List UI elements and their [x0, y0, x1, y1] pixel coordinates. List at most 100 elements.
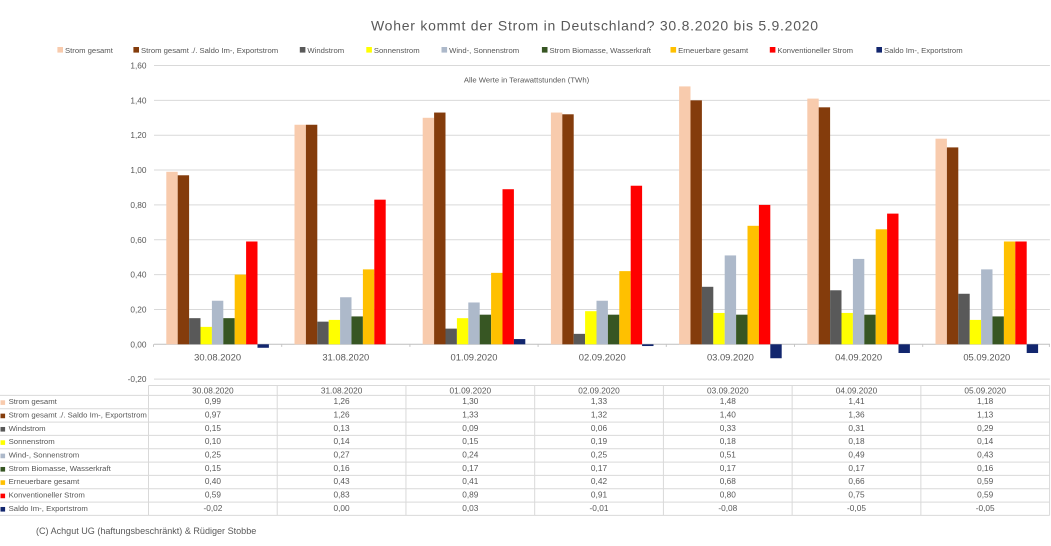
svg-text:Woher kommt der Strom in Deuts: Woher kommt der Strom in Deutschland? 30… — [371, 18, 819, 34]
svg-text:0,60: 0,60 — [130, 235, 147, 245]
svg-text:0,15: 0,15 — [205, 463, 222, 473]
svg-text:0,29: 0,29 — [977, 423, 994, 433]
svg-text:0,43: 0,43 — [334, 476, 351, 486]
svg-text:0,31: 0,31 — [848, 423, 865, 433]
svg-text:Windstrom: Windstrom — [9, 424, 46, 433]
svg-text:Strom gesamt: Strom gesamt — [65, 46, 114, 55]
svg-text:0,18: 0,18 — [848, 436, 865, 446]
svg-text:0,33: 0,33 — [720, 423, 737, 433]
svg-text:Strom Biomasse, Wasserkraft: Strom Biomasse, Wasserkraft — [9, 464, 112, 473]
svg-text:03.09.2020: 03.09.2020 — [707, 351, 754, 362]
svg-text:1,40: 1,40 — [720, 410, 737, 420]
svg-text:Strom Biomasse, Wasserkraft: Strom Biomasse, Wasserkraft — [550, 46, 652, 55]
svg-text:Erneuerbare gesamt: Erneuerbare gesamt — [9, 477, 80, 486]
svg-text:0,51: 0,51 — [720, 450, 737, 460]
svg-text:1,30: 1,30 — [462, 396, 479, 406]
svg-text:31.08.2020: 31.08.2020 — [322, 351, 369, 362]
svg-text:30.08.2020: 30.08.2020 — [194, 351, 241, 362]
svg-text:0,19: 0,19 — [591, 436, 608, 446]
svg-text:1,26: 1,26 — [334, 396, 351, 406]
svg-text:0,75: 0,75 — [848, 490, 865, 500]
svg-text:0,43: 0,43 — [977, 450, 994, 460]
svg-text:0,14: 0,14 — [977, 436, 994, 446]
svg-text:1,41: 1,41 — [848, 396, 865, 406]
svg-text:1,20: 1,20 — [130, 130, 147, 140]
svg-text:0,18: 0,18 — [720, 436, 737, 446]
svg-text:-0,02: -0,02 — [203, 503, 222, 513]
svg-text:Wind-, Sonnenstrom: Wind-, Sonnenstrom — [9, 451, 80, 460]
svg-text:0,17: 0,17 — [720, 463, 737, 473]
svg-text:1,60: 1,60 — [130, 61, 147, 71]
svg-text:0,06: 0,06 — [591, 423, 608, 433]
svg-text:30.08.2020: 30.08.2020 — [192, 386, 234, 396]
svg-text:Strom gesamt ./. Saldo Im-, Ex: Strom gesamt ./. Saldo Im-, Exportstrom — [9, 411, 147, 420]
svg-text:1,13: 1,13 — [977, 410, 994, 420]
svg-text:1,48: 1,48 — [720, 396, 737, 406]
svg-text:0,66: 0,66 — [848, 476, 865, 486]
svg-text:0,83: 0,83 — [334, 490, 351, 500]
svg-text:05.09.2020: 05.09.2020 — [963, 351, 1010, 362]
svg-text:1,26: 1,26 — [334, 410, 351, 420]
svg-text:Alle Werte in Terawattstunden: Alle Werte in Terawattstunden (TWh) — [464, 75, 590, 84]
svg-text:Saldo Im-, Exportstrom: Saldo Im-, Exportstrom — [884, 46, 963, 55]
svg-text:Strom gesamt: Strom gesamt — [9, 397, 58, 406]
svg-text:04.09.2020: 04.09.2020 — [835, 351, 882, 362]
svg-text:03.09.2020: 03.09.2020 — [707, 386, 749, 396]
svg-text:01.09.2020: 01.09.2020 — [451, 351, 498, 362]
svg-text:1,33: 1,33 — [591, 396, 608, 406]
svg-text:(C) Achgut UG (haftungsbeschrä: (C) Achgut UG (haftungsbeschränkt) & Rüd… — [36, 526, 256, 536]
svg-text:05.09.2020: 05.09.2020 — [964, 386, 1006, 396]
svg-text:0,80: 0,80 — [130, 200, 147, 210]
svg-text:0,17: 0,17 — [848, 463, 865, 473]
svg-text:1,00: 1,00 — [130, 165, 147, 175]
svg-text:0,49: 0,49 — [848, 450, 865, 460]
svg-text:02.09.2020: 02.09.2020 — [579, 351, 626, 362]
svg-text:0,17: 0,17 — [591, 463, 608, 473]
svg-text:Konventioneller Strom: Konventioneller Strom — [777, 46, 853, 55]
svg-text:Strom gesamt ./. Saldo Im-, Ex: Strom gesamt ./. Saldo Im-, Exportstrom — [141, 46, 278, 55]
svg-text:-0,01: -0,01 — [590, 503, 609, 513]
svg-text:-0,08: -0,08 — [718, 503, 737, 513]
svg-text:Wind-, Sonnenstrom: Wind-, Sonnenstrom — [449, 46, 519, 55]
svg-text:0,16: 0,16 — [977, 463, 994, 473]
svg-text:0,40: 0,40 — [205, 476, 222, 486]
svg-text:0,99: 0,99 — [205, 396, 222, 406]
svg-text:0,00: 0,00 — [334, 503, 351, 513]
svg-text:04.09.2020: 04.09.2020 — [836, 386, 878, 396]
svg-text:0,25: 0,25 — [205, 450, 222, 460]
svg-text:0,10: 0,10 — [205, 436, 222, 446]
svg-text:0,42: 0,42 — [591, 476, 608, 486]
svg-text:-0,05: -0,05 — [847, 503, 866, 513]
svg-text:0,59: 0,59 — [205, 490, 222, 500]
svg-text:1,40: 1,40 — [130, 95, 147, 105]
svg-text:0,59: 0,59 — [977, 490, 994, 500]
svg-text:0,40: 0,40 — [130, 270, 147, 280]
svg-text:0,15: 0,15 — [205, 423, 222, 433]
svg-text:0,24: 0,24 — [462, 450, 479, 460]
svg-text:0,59: 0,59 — [977, 476, 994, 486]
svg-text:1,33: 1,33 — [462, 410, 479, 420]
svg-text:0,00: 0,00 — [130, 339, 147, 349]
svg-text:0,09: 0,09 — [462, 423, 479, 433]
svg-text:0,16: 0,16 — [334, 463, 351, 473]
svg-text:31.08.2020: 31.08.2020 — [321, 386, 363, 396]
svg-text:0,15: 0,15 — [462, 436, 479, 446]
svg-text:0,68: 0,68 — [720, 476, 737, 486]
svg-text:-0,20: -0,20 — [128, 374, 147, 384]
svg-text:Windstrom: Windstrom — [307, 46, 344, 55]
svg-text:0,17: 0,17 — [462, 463, 479, 473]
svg-text:0,20: 0,20 — [130, 304, 147, 314]
svg-text:1,36: 1,36 — [848, 410, 865, 420]
svg-text:1,18: 1,18 — [977, 396, 994, 406]
svg-text:Sonnenstrom: Sonnenstrom — [374, 46, 420, 55]
svg-text:1,32: 1,32 — [591, 410, 608, 420]
svg-text:0,27: 0,27 — [334, 450, 351, 460]
svg-text:0,97: 0,97 — [205, 410, 222, 420]
svg-text:0,14: 0,14 — [334, 436, 351, 446]
svg-text:0,41: 0,41 — [462, 476, 479, 486]
svg-text:Saldo Im-, Exportstrom: Saldo Im-, Exportstrom — [9, 504, 88, 513]
svg-text:01.09.2020: 01.09.2020 — [450, 386, 492, 396]
svg-text:Konventioneller Strom: Konventioneller Strom — [9, 491, 85, 500]
svg-text:0,13: 0,13 — [334, 423, 351, 433]
svg-text:0,80: 0,80 — [720, 490, 737, 500]
